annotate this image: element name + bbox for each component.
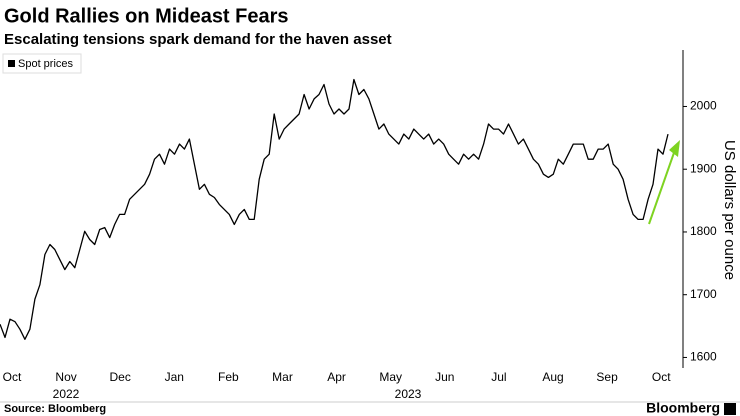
y-tick-label: 2000	[690, 99, 717, 113]
y-tick-label: 1700	[690, 287, 717, 301]
x-tick-label: Sep	[596, 370, 618, 384]
y-tick-label: 1800	[690, 224, 717, 238]
x-tick-label: Aug	[542, 370, 563, 384]
line	[0, 78, 669, 340]
x-tick-label: Nov	[55, 370, 76, 384]
year-label: 2023	[395, 387, 422, 401]
x-tick-label: Mar	[272, 370, 293, 384]
chart-subtitle: Escalating tensions spark demand for the…	[4, 31, 392, 48]
chart-title: Gold Rallies on Mideast Fears	[4, 5, 289, 27]
brand: Bloomberg	[646, 400, 720, 416]
source: Source: Bloomberg	[4, 403, 106, 415]
x-tick-label: Dec	[110, 370, 131, 384]
y-tick-label: 1900	[690, 161, 717, 175]
arrow	[648, 146, 677, 225]
x-tick-label: May	[379, 370, 402, 384]
x-tick-label: Oct	[3, 370, 22, 384]
y-tick-label: 1600	[690, 350, 717, 364]
x-tick-label: Feb	[218, 370, 239, 384]
arrow-head	[669, 140, 680, 157]
year-label: 2022	[53, 387, 80, 401]
legend-label: Spot prices	[18, 58, 74, 70]
x-tick-label: Apr	[327, 370, 346, 384]
y-axis-label: US dollars per ounce	[721, 140, 738, 280]
x-tick-label: Jul	[491, 370, 506, 384]
x-tick-label: Jun	[435, 370, 454, 384]
legend-box	[2, 53, 82, 74]
x-tick-label: Jan	[165, 370, 184, 384]
brand-icon	[724, 403, 736, 415]
legend-swatch	[8, 60, 15, 67]
x-tick-label: Oct	[652, 370, 671, 384]
